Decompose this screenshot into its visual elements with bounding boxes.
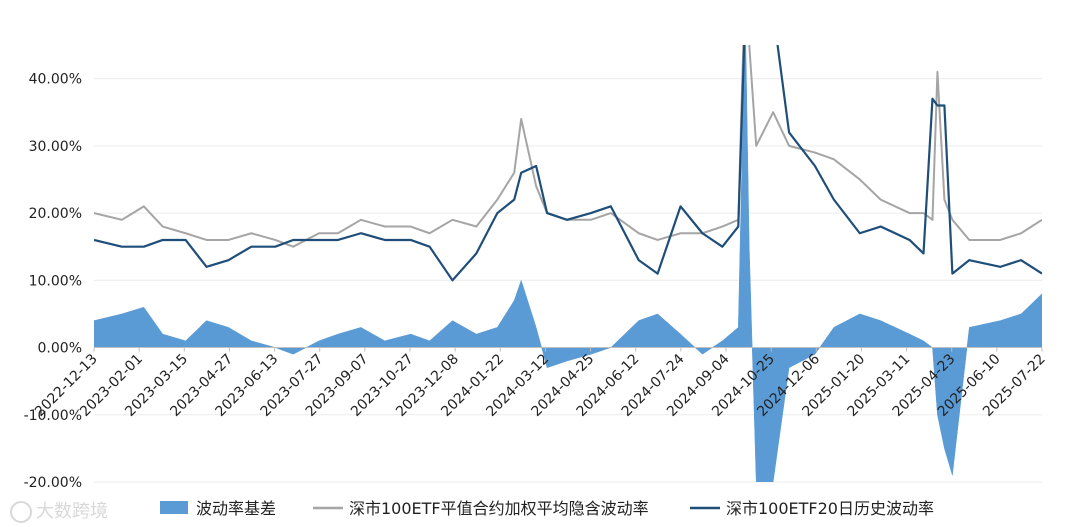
- basis-area: [94, 45, 1042, 482]
- legend: 波动率基差 深市100ETF平值合约加权平均隐含波动率 深市100ETF20日历史波…: [160, 499, 934, 518]
- watermark-logo-icon: [10, 501, 32, 523]
- axis-layer: [93, 347, 1043, 352]
- legend-label-implied: 深市100ETF平值合约加权平均隐含波动率: [349, 499, 649, 518]
- y-tick-labels: 40.00% 30.00% 20.00% 10.00% 0.00% -10.00% -20.…: [24, 72, 82, 491]
- x-tick-labels: 2022-12-132023-02-012023-03-152023-04-27…: [32, 351, 1049, 420]
- y-tick-label: 40.00%: [29, 72, 82, 88]
- gridlines: [94, 78, 1042, 483]
- line-layer: [94, 45, 1042, 282]
- y-tick-label: 30.00%: [29, 139, 82, 155]
- y-tick-label: 0.00%: [38, 341, 82, 357]
- y-tick-label: -20.00%: [24, 475, 82, 491]
- implied-vol-line: [94, 45, 1042, 248]
- legend-label-historical: 深市100ETF20日历史波动率: [726, 499, 934, 518]
- legend-label-basis: 波动率基差: [196, 499, 276, 518]
- basis-area-layer: [94, 45, 1042, 482]
- watermark: 大数跨境: [10, 497, 108, 523]
- historical-vol-line: [94, 45, 1042, 282]
- y-tick-label: 20.00%: [29, 206, 82, 222]
- y-tick-label: -10.00%: [24, 408, 82, 424]
- watermark-text: 大数跨境: [36, 501, 108, 522]
- y-tick-label: 10.00%: [29, 273, 82, 289]
- legend-swatch-basis: [160, 501, 188, 514]
